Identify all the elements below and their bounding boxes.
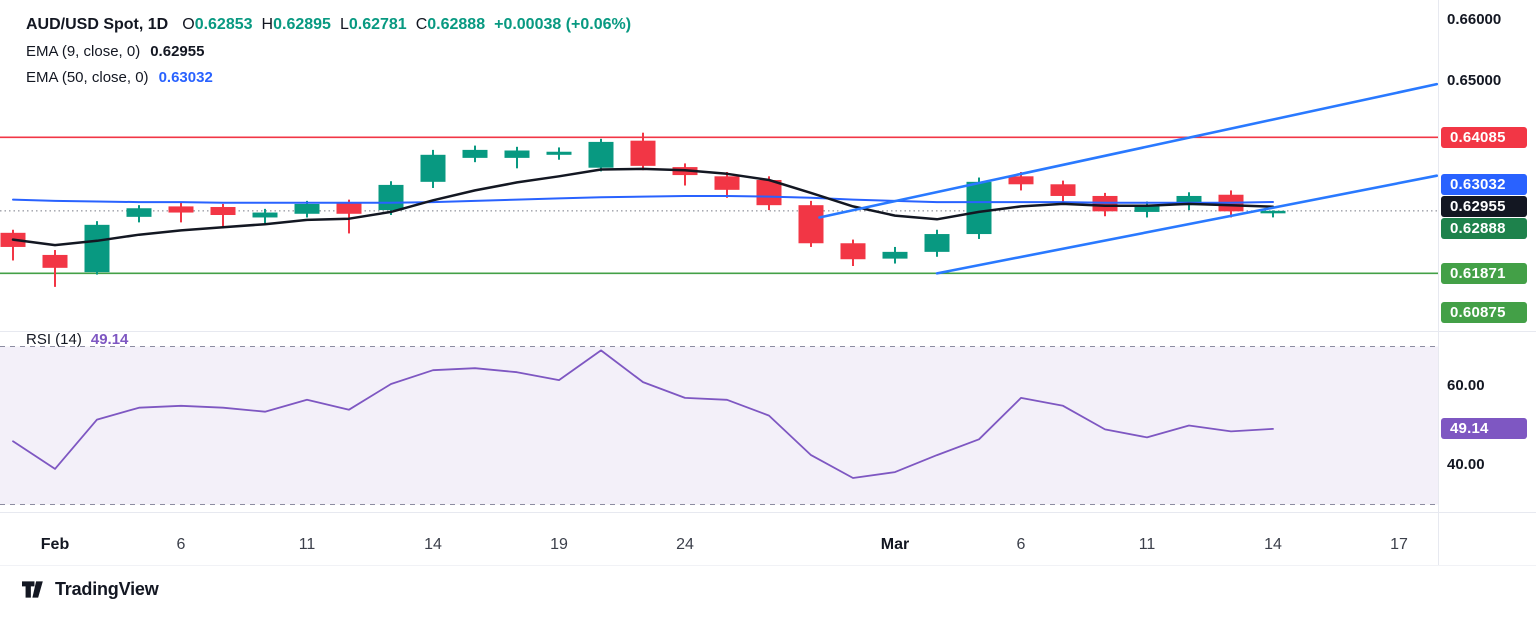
channel-upper[interactable] bbox=[818, 82, 1439, 219]
candle bbox=[1176, 195, 1202, 206]
time-label: 6 bbox=[1016, 536, 1026, 553]
ohlc-c: C 0.62888 bbox=[415, 16, 486, 33]
brand-text[interactable]: TradingView bbox=[55, 579, 159, 599]
price-axis-divider bbox=[1438, 0, 1439, 565]
price-axis-badge: 0.64085 bbox=[1441, 126, 1527, 148]
ohlc-values: O 0.62853 H 0.62895 L 0.62781 C 0.62888 bbox=[182, 16, 485, 34]
indicator-row-ema50: EMA (50, close, 0) 0.63032 bbox=[26, 64, 631, 90]
price-axis-badge: 0.62888 bbox=[1441, 218, 1527, 239]
ema9-value: 0.62955 bbox=[150, 42, 205, 60]
ohlc-l: L 0.62781 bbox=[339, 16, 407, 33]
change-value: +0.00038 (+0.06%) bbox=[494, 16, 632, 33]
time-axis[interactable]: Feb 6 11 14 19 24 Mar 6 11 14 17 bbox=[0, 512, 1536, 565]
candle bbox=[84, 224, 110, 273]
ema9-line[interactable] bbox=[11, 167, 1275, 247]
candle bbox=[210, 207, 236, 216]
time-label: Mar bbox=[880, 536, 910, 553]
candle bbox=[882, 251, 908, 259]
candle bbox=[630, 140, 656, 166]
candle bbox=[588, 141, 614, 168]
time-axis-divider bbox=[0, 512, 1536, 513]
rsi-axis-label: 40.00 bbox=[1447, 456, 1485, 473]
candle bbox=[1050, 184, 1076, 196]
footer-divider bbox=[0, 565, 1536, 566]
footer-brand[interactable]: TradingView bbox=[22, 579, 159, 600]
price-axis-badge: 0.61871 bbox=[1441, 262, 1527, 284]
price-axis[interactable]: 0.66000 0.65000 0.64085 0.63032 0.62955 0.628… bbox=[1438, 0, 1536, 512]
time-label: Feb bbox=[40, 536, 70, 553]
candle bbox=[546, 151, 572, 155]
time-label: 14 bbox=[424, 536, 442, 553]
candle bbox=[1008, 176, 1034, 185]
price-axis-badge: 0.62955 bbox=[1441, 196, 1527, 217]
candle bbox=[714, 176, 740, 190]
time-label: 14 bbox=[1264, 536, 1282, 553]
ema50-value: 0.63032 bbox=[158, 68, 213, 86]
ema9-label[interactable]: EMA (9, close, 0) bbox=[26, 42, 141, 60]
rsi-value: 49.14 bbox=[90, 331, 129, 348]
rsi-line[interactable] bbox=[12, 349, 1274, 479]
candle bbox=[168, 206, 194, 213]
ema50-label[interactable]: EMA (50, close, 0) bbox=[26, 68, 149, 86]
candle bbox=[756, 179, 782, 206]
time-label: 11 bbox=[298, 536, 316, 553]
price-axis-badge: 0.60875 bbox=[1441, 301, 1527, 323]
rsi-label[interactable]: RSI (14) bbox=[26, 331, 82, 348]
ema50-line[interactable] bbox=[12, 195, 1274, 204]
time-label: 11 bbox=[1138, 536, 1156, 553]
candle bbox=[924, 234, 950, 252]
channel-lower[interactable] bbox=[935, 174, 1439, 275]
candle bbox=[126, 208, 152, 217]
price-axis-label: 0.66000 bbox=[1447, 10, 1502, 28]
candle bbox=[294, 203, 320, 214]
price-axis-badge: 0.63032 bbox=[1441, 174, 1527, 195]
ohlc-h: H 0.62895 bbox=[261, 16, 331, 33]
symbol-title[interactable]: AUD/USD Spot, 1D bbox=[26, 16, 169, 33]
candle bbox=[420, 154, 446, 182]
pane-divider[interactable] bbox=[0, 331, 1536, 332]
ohlc-o: O 0.62853 bbox=[182, 16, 253, 33]
candle bbox=[462, 149, 488, 158]
time-label: 24 bbox=[676, 536, 694, 553]
candle bbox=[798, 205, 824, 244]
candle bbox=[1134, 205, 1160, 212]
rsi-band bbox=[0, 346, 1438, 505]
symbol-row: AUD/USD Spot, 1D O 0.62853 H 0.62895 L 0.6278… bbox=[26, 12, 631, 38]
time-label: 19 bbox=[550, 536, 568, 553]
tradingview-logo-icon bbox=[22, 580, 43, 598]
candle bbox=[504, 150, 530, 158]
time-label: 17 bbox=[1390, 536, 1408, 553]
time-label: 6 bbox=[176, 536, 186, 553]
rsi-legend: RSI (14) 49.14 bbox=[26, 331, 128, 348]
candle bbox=[252, 212, 278, 218]
candle bbox=[966, 181, 992, 235]
rsi-axis-label: 60.00 bbox=[1447, 377, 1485, 394]
price-axis-label: 0.65000 bbox=[1447, 72, 1502, 90]
candle bbox=[336, 203, 362, 214]
candle bbox=[378, 184, 404, 211]
candle bbox=[1260, 210, 1286, 214]
indicator-row-ema9: EMA (9, close, 0) 0.62955 bbox=[26, 38, 631, 64]
chart-legend: AUD/USD Spot, 1D O 0.62853 H 0.62895 L 0.6278… bbox=[26, 12, 631, 90]
rsi-axis-badge: 49.14 bbox=[1441, 418, 1527, 440]
candle bbox=[42, 254, 68, 268]
candle bbox=[840, 243, 866, 260]
